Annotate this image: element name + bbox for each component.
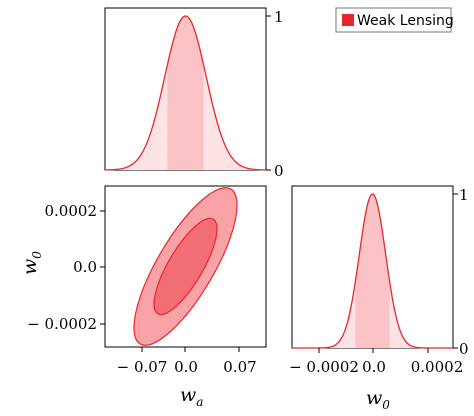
w0-marginal-xaxis-label: w0 xyxy=(366,387,390,412)
wa-marginal-curve xyxy=(104,15,267,171)
w0-xaxis-sub: 0 xyxy=(382,398,390,412)
wa-marginal-ytick-label-0: 0 xyxy=(274,162,284,180)
wa-axis-base: w xyxy=(180,384,196,406)
w0-marginal-curve xyxy=(292,193,453,349)
w0-marginal-ytick-label-1: 1 xyxy=(459,186,469,204)
w0-marginal-xtick-label-0: 0.0 xyxy=(362,358,386,376)
contour-xtick-label-neg007: − 0.07 xyxy=(117,358,168,376)
contour-xtick-label-007: 0.07 xyxy=(223,358,256,376)
contour-xtick-label-0: 0.0 xyxy=(174,358,198,376)
contour-ytick-label-neg00002: − 0.0002 xyxy=(27,315,97,333)
legend: Weak Lensing xyxy=(335,7,454,33)
w0-marginal-1sigma-band xyxy=(355,194,390,348)
w0-marginal-ytick-label-0: 0 xyxy=(459,340,469,358)
w0-marginal-xtick-label-neg00002: − 0.0002 xyxy=(289,358,359,376)
wa-marginal-ytick-label-1: 1 xyxy=(274,8,284,26)
w0-yaxis-sub: 0 xyxy=(30,251,44,259)
contour-1sigma-region xyxy=(153,217,218,316)
panel-wa-marginal: 1 0 xyxy=(104,7,284,180)
contour-ytick-label-00002: 0.0002 xyxy=(45,202,98,220)
legend-label-weak-lensing: Weak Lensing xyxy=(357,13,454,29)
wa-marginal-1sigma-band xyxy=(167,16,204,170)
w0-xaxis-base: w xyxy=(366,387,382,409)
contour-ytick-label-0: 0.0 xyxy=(73,258,97,276)
panel-w0-wa-contour: − 0.07 0.0 0.07 0.0002 0.0 − 0.0002 wa w… xyxy=(19,185,267,409)
contour-yaxis-label: w0 xyxy=(19,251,44,275)
w0-marginal-xtick-label-00002: 0.0002 xyxy=(411,358,464,376)
wa-axis-sub: a xyxy=(196,395,203,409)
legend-box xyxy=(335,7,452,33)
w0-yaxis-base: w xyxy=(19,259,41,275)
contour-xaxis-label: wa xyxy=(180,384,203,409)
legend-swatch-weak-lensing xyxy=(342,14,354,26)
panel-w0-marginal: 1 0 − 0.0002 0.0 0.0002 w0 xyxy=(289,185,469,412)
